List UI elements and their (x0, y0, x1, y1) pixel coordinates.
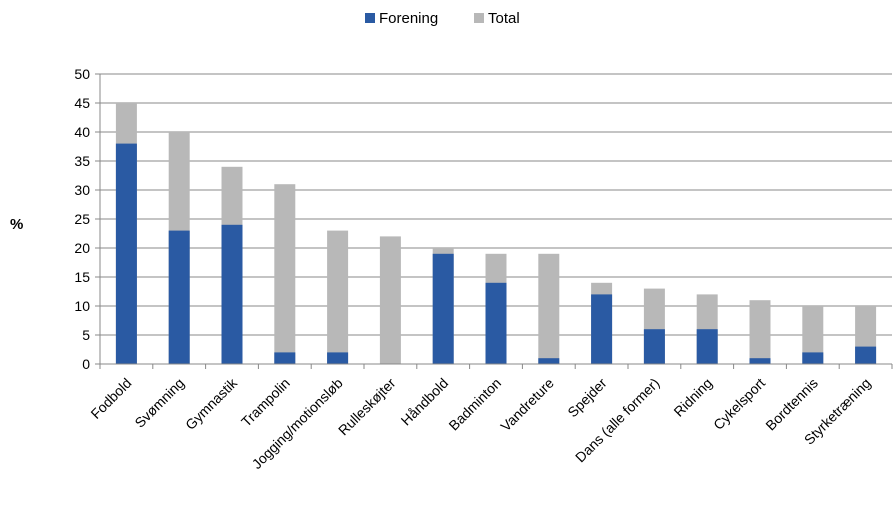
bar-total-jogging-motionsl-b (327, 230, 349, 364)
bar-total-cykelsport (749, 300, 771, 364)
x-tick-label-trampolin: Trampolin (238, 375, 293, 430)
y-axis-label: % (10, 216, 23, 233)
legend-swatch-total (474, 13, 484, 23)
bar-forening-trampolin (274, 352, 296, 364)
bar-forening-fodbold (115, 143, 137, 364)
y-tick-label-15: 15 (74, 269, 90, 285)
x-tick-label-vandreture: Vandreture (497, 375, 557, 435)
y-tick-label-30: 30 (74, 182, 90, 198)
bar-forening-spejder (591, 294, 613, 364)
x-tick-label-rullesk-jter: Rulleskøjter (335, 375, 399, 439)
x-tick-labels: FodboldSvømningGymnastikTrampolinJogging… (87, 374, 873, 472)
y-tick-label-50: 50 (74, 66, 90, 82)
legend-label-total: Total (488, 10, 520, 27)
y-tick-labels: 0 5 10 15 20 25 30 35 40 45 50 (74, 66, 90, 372)
bar-forening-cykelsport (749, 358, 771, 364)
y-tick-label-0: 0 (82, 356, 90, 372)
bar-forening-gymnastik (221, 224, 243, 364)
y-tick-label-45: 45 (74, 95, 90, 111)
legend-swatch-forening (365, 13, 375, 23)
bar-forening-vandreture (538, 358, 560, 364)
legend: Forening Total (365, 10, 520, 27)
x-tick-label-spejder: Spejder (564, 375, 610, 421)
y-tick-label-5: 5 (82, 327, 90, 343)
bar-forening-badminton (485, 282, 507, 364)
y-tick-label-25: 25 (74, 211, 90, 227)
bar-forening-sv-mning (168, 230, 190, 364)
bar-total-vandreture (538, 253, 560, 364)
y-tick-label-20: 20 (74, 240, 90, 256)
bar-total-rullesk-jter (379, 236, 401, 364)
x-tick-label-jogging-motionsl-b: Jogging/motionsløb (249, 375, 346, 472)
x-tick-label-cykelsport: Cykelsport (710, 375, 768, 433)
x-tick-label-ridning: Ridning (670, 375, 715, 420)
y-tick-label-35: 35 (74, 153, 90, 169)
bar-forening-dans-alle-former (643, 329, 665, 364)
x-tick-label-fodbold: Fodbold (87, 375, 134, 422)
bar-forening-jogging-motionsl-b (327, 352, 349, 364)
y-tick-label-10: 10 (74, 298, 90, 314)
bar-forening-ridning (696, 329, 718, 364)
axes (95, 73, 893, 369)
x-tick-label-gymnastik: Gymnastik (182, 374, 241, 433)
bars (115, 103, 877, 364)
bar-total-bordtennis (802, 306, 824, 364)
x-tick-label-sv-mning: Svømning (131, 375, 187, 431)
x-tick-label-ha-ndbold: Håndbold (398, 375, 452, 429)
bar-forening-ha-ndbold (432, 253, 454, 364)
bar-total-trampolin (274, 184, 296, 364)
x-tick-label-badminton: Badminton (445, 375, 504, 434)
legend-label-forening: Forening (379, 10, 438, 27)
bar-forening-bordtennis (802, 352, 824, 364)
bar-forening-styrketr-ning (855, 346, 877, 364)
y-tick-label-40: 40 (74, 124, 90, 140)
